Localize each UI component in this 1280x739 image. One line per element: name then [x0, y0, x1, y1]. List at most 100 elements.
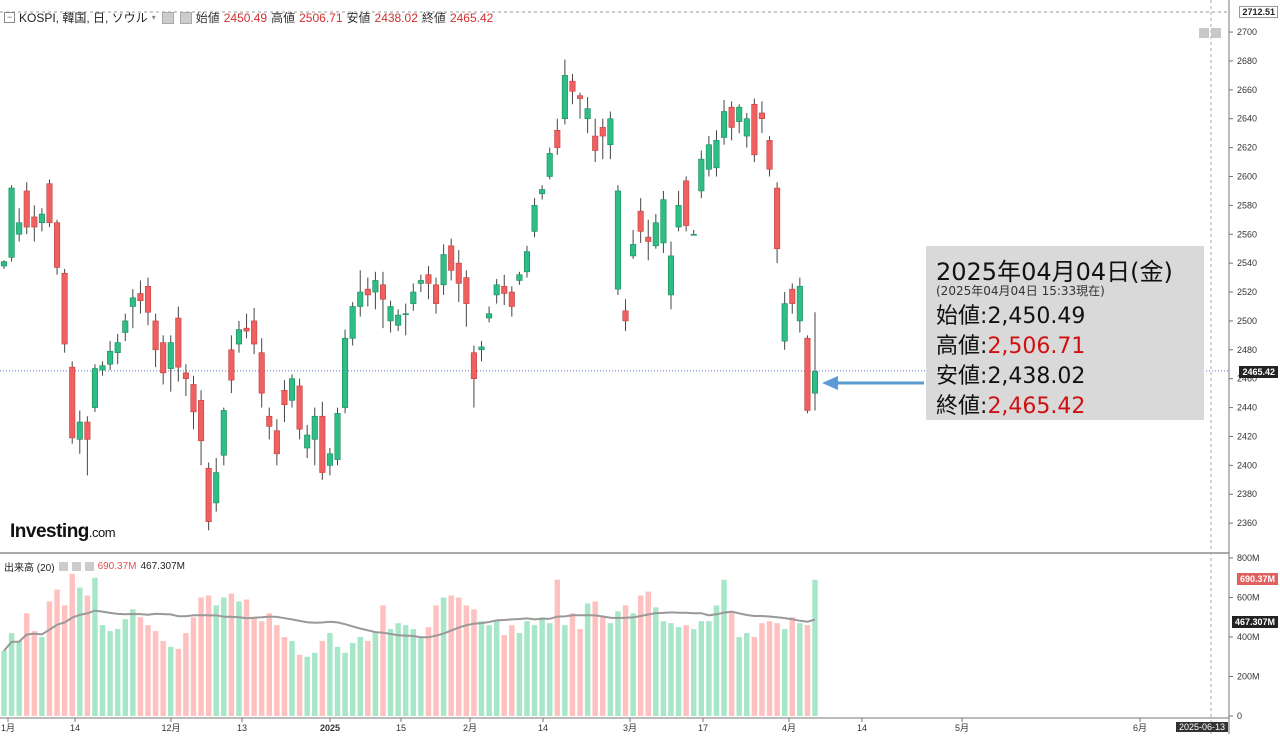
- settings-icon[interactable]: [58, 562, 68, 571]
- volume-bar: [577, 629, 583, 716]
- price-tick-label: 2580: [1237, 200, 1257, 210]
- volume-bar: [8, 633, 15, 716]
- symbol-label[interactable]: KOSPI, 韓国, 日, ソウル: [19, 11, 148, 25]
- time-tick-label: 17: [698, 723, 708, 733]
- candle-up: [690, 233, 697, 236]
- time-tick-label: 12月: [161, 723, 180, 733]
- info-row-high: 高値:2,506.71: [936, 334, 1086, 359]
- candle-up: [107, 350, 114, 365]
- candle-down: [592, 135, 599, 151]
- settings-icon[interactable]: [161, 11, 174, 24]
- top-price-tag: 2712.51: [1239, 6, 1278, 18]
- volume-bar: [501, 635, 507, 716]
- candle-up: [220, 410, 227, 456]
- time-tick-label: 14: [70, 723, 80, 733]
- volume-bar: [304, 656, 310, 716]
- volume-bar: [296, 654, 303, 716]
- volume-bar: [190, 617, 197, 716]
- candle-down: [379, 284, 387, 300]
- volume-bar: [16, 640, 22, 716]
- candle-up: [607, 118, 614, 146]
- candle-down: [152, 320, 159, 351]
- volume-bar: [334, 646, 341, 716]
- candle-up: [357, 291, 364, 307]
- volume-bar: [569, 613, 576, 716]
- candle-up: [675, 205, 682, 228]
- volume-bar: [562, 625, 568, 716]
- current-price-tag: 2465.42: [1239, 366, 1278, 378]
- volume-bar: [592, 601, 598, 716]
- candle-up: [630, 244, 637, 257]
- volume-bar: [357, 637, 363, 716]
- volume-label[interactable]: 出来高 (20): [4, 563, 55, 574]
- time-tick-label: 15: [396, 723, 406, 733]
- compare-icon[interactable]: [1199, 28, 1209, 38]
- volume-bar: [24, 613, 30, 716]
- candle-up: [235, 329, 242, 345]
- candle-up: [288, 378, 296, 401]
- candle-down: [144, 285, 152, 313]
- candle-down: [243, 327, 250, 332]
- candle-up: [304, 434, 311, 449]
- candle-up: [667, 255, 675, 296]
- candle-up: [16, 222, 23, 235]
- dropdown-icon[interactable]: ▾: [151, 13, 156, 22]
- time-tick-label: 5月: [955, 723, 969, 733]
- volume-bar: [751, 637, 758, 716]
- info-row-close: 終値:2,465.42: [936, 394, 1086, 419]
- maximize-icon[interactable]: [1211, 28, 1221, 38]
- volume-bar: [509, 625, 515, 716]
- candle-up: [713, 140, 720, 169]
- price-tick-label: 2540: [1237, 258, 1257, 268]
- candle-up: [167, 342, 174, 369]
- price-tick-label: 2600: [1237, 171, 1257, 181]
- candle-up: [561, 75, 568, 120]
- high-value: 2506.71: [299, 10, 343, 25]
- volume-bar: [380, 605, 386, 716]
- candle-down: [84, 421, 91, 440]
- collapse-icon[interactable]: −: [4, 12, 15, 23]
- volume-bar: [69, 573, 75, 716]
- candle-down: [645, 236, 652, 242]
- candle-up: [516, 274, 523, 281]
- volume-bar: [327, 633, 333, 716]
- candle-down: [432, 284, 440, 304]
- candle-up: [342, 337, 349, 408]
- open-label: 始値: [195, 11, 220, 25]
- close-icon[interactable]: [84, 562, 94, 571]
- volume-bar: [92, 577, 98, 716]
- time-tick-label: 2月: [463, 723, 477, 733]
- price-tick-label: 2620: [1237, 143, 1257, 153]
- volume-bar: [440, 597, 447, 716]
- volume-bar: [31, 631, 38, 716]
- volume-bar: [395, 623, 401, 716]
- volume-bar: [653, 607, 659, 716]
- chart-toolbar: [1199, 28, 1221, 38]
- volume-bar: [243, 599, 250, 716]
- candle-up: [781, 303, 788, 342]
- candle-down: [804, 337, 811, 411]
- volume-bar: [107, 631, 113, 716]
- time-tick-label: 1月: [1, 723, 15, 733]
- eye-icon[interactable]: [179, 11, 192, 24]
- candle-down: [766, 140, 773, 170]
- volume-bar: [46, 601, 53, 716]
- time-tick-label: 2025: [320, 723, 340, 733]
- volume-bar: [145, 625, 151, 716]
- volume-bar: [584, 603, 591, 716]
- volume-bar: [797, 623, 803, 716]
- volume-tick-label: 0: [1237, 711, 1242, 721]
- candle-up: [721, 111, 728, 138]
- volume-bar: [759, 623, 765, 716]
- candle-down: [728, 106, 735, 128]
- candle-up: [440, 254, 447, 286]
- eye-icon[interactable]: [71, 562, 81, 571]
- volume-ma-value: 467.307M: [140, 561, 185, 572]
- volume-bar: [554, 579, 561, 716]
- volume-bar: [546, 623, 553, 716]
- volume-bar: [668, 623, 674, 716]
- candle-down: [455, 262, 462, 284]
- price-tick-label: 2420: [1237, 431, 1257, 441]
